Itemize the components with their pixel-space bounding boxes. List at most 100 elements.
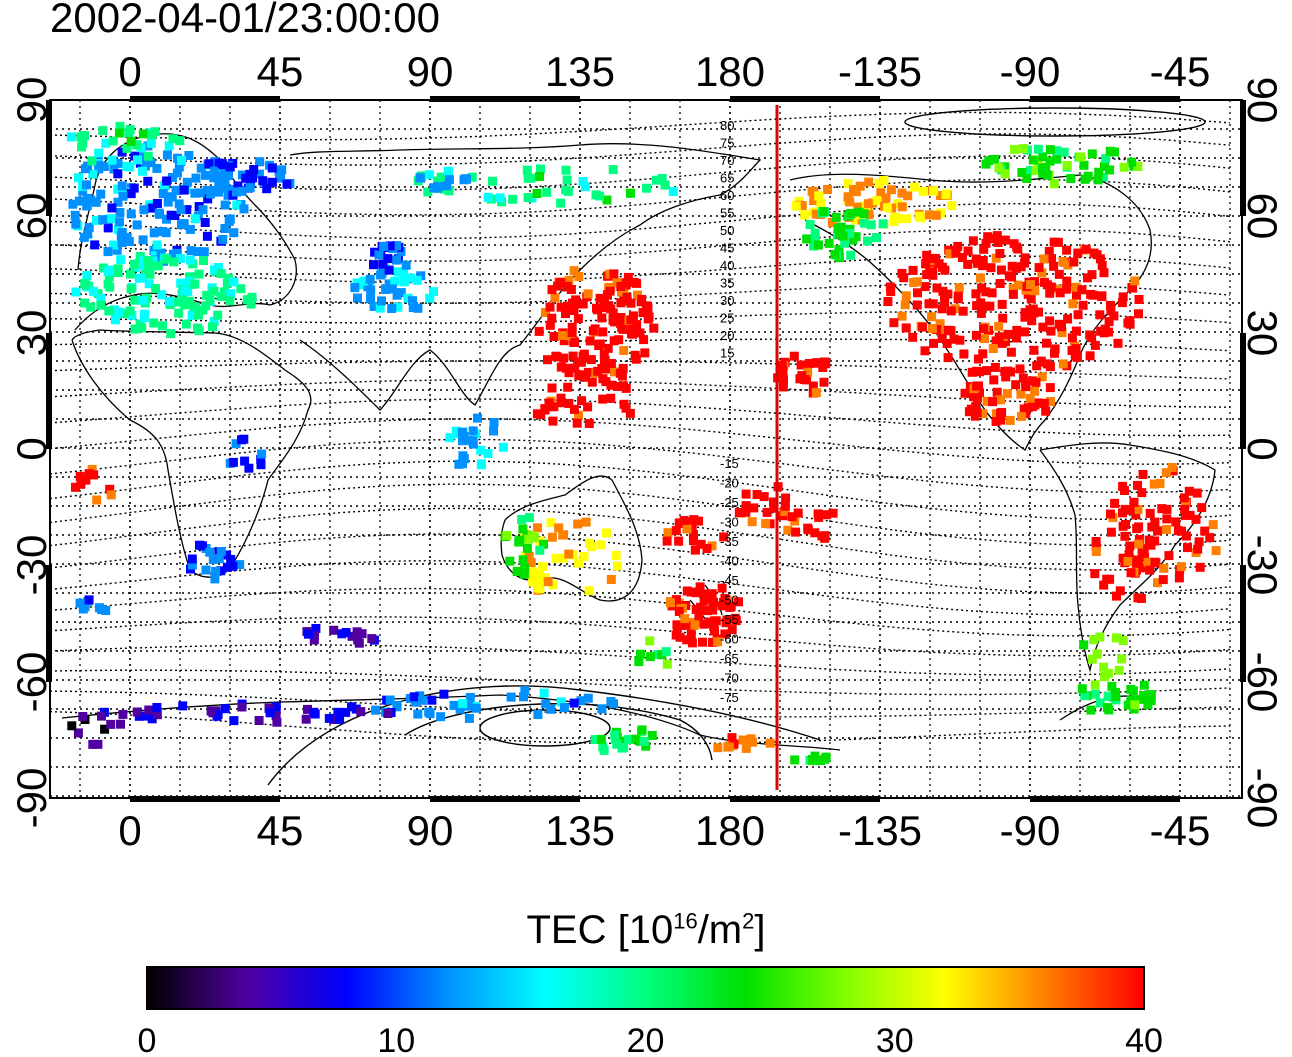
tec-pixel bbox=[1087, 149, 1097, 159]
tec-pixel bbox=[577, 396, 587, 406]
tec-pixel bbox=[228, 457, 238, 467]
tec-pixel bbox=[383, 709, 393, 718]
tec-pixel bbox=[626, 298, 636, 308]
tec-pixel bbox=[433, 176, 443, 186]
tec-pixel bbox=[356, 707, 366, 717]
contour-label: 30 bbox=[720, 293, 734, 308]
tec-pixel bbox=[1038, 169, 1048, 178]
tec-pixel bbox=[180, 286, 190, 296]
tec-pixel bbox=[392, 255, 402, 265]
tec-pixel bbox=[996, 415, 1006, 425]
tec-pixel bbox=[572, 418, 582, 428]
tec-pixel bbox=[518, 555, 528, 565]
tec-pixel bbox=[147, 714, 157, 724]
tec-pixel bbox=[558, 553, 568, 563]
tec-pixel bbox=[126, 189, 136, 199]
tec-pixel bbox=[104, 272, 114, 282]
lon-tick-label-top: 180 bbox=[695, 48, 765, 95]
tec-pixel bbox=[1078, 300, 1088, 310]
tec-pixel bbox=[67, 721, 77, 731]
contour-label: -50 bbox=[720, 593, 739, 608]
tec-pixel bbox=[734, 508, 744, 517]
tec-pixel bbox=[978, 256, 988, 265]
tec-pixel bbox=[593, 305, 602, 315]
tec-pixel bbox=[936, 326, 946, 336]
tec-pixel bbox=[1085, 351, 1095, 361]
tec-pixel bbox=[726, 601, 736, 611]
tec-pixel bbox=[558, 530, 568, 540]
lat-axis-left: 90 60 30 0 -30 -60 -90 bbox=[8, 77, 55, 829]
tec-pixel bbox=[168, 134, 178, 144]
tec-pixel bbox=[1039, 398, 1049, 408]
tec-pixel bbox=[392, 241, 402, 251]
contour-labels: 80 75 70 65 60 55 50 45 40 35 30 25 20 15 -15 -20 -25 -30… bbox=[720, 118, 739, 705]
tec-pixel bbox=[94, 160, 104, 170]
tec-pixel bbox=[427, 695, 437, 705]
tec-pixel bbox=[661, 647, 671, 657]
tec-pixel bbox=[237, 186, 247, 196]
tec-pixel bbox=[412, 275, 422, 285]
tec-pixel bbox=[226, 554, 236, 564]
tec-pixel bbox=[522, 165, 532, 175]
tec-pixel bbox=[1095, 310, 1105, 320]
tec-pixel bbox=[239, 204, 249, 214]
tec-pixel bbox=[1099, 268, 1109, 278]
tec-pixel bbox=[184, 151, 194, 160]
tec-pixel bbox=[423, 187, 433, 197]
tec-pixel bbox=[679, 516, 689, 525]
tec-pixel bbox=[613, 561, 622, 571]
tec-pixel bbox=[410, 697, 420, 707]
tec-pixel bbox=[130, 324, 140, 334]
tec-pixel bbox=[1106, 527, 1116, 537]
tec-pixel bbox=[1002, 389, 1012, 399]
tec-pixel bbox=[547, 532, 557, 542]
tec-pixel bbox=[476, 459, 486, 469]
contour-label: -75 bbox=[720, 690, 739, 705]
asia-coast bbox=[289, 143, 762, 411]
tec-pixel bbox=[119, 309, 129, 319]
tec-pixel bbox=[209, 265, 219, 275]
tec-pixel bbox=[573, 357, 583, 367]
tec-pixel bbox=[206, 706, 216, 716]
tec-pixel bbox=[603, 343, 613, 353]
tec-pixel bbox=[1157, 504, 1167, 514]
tec-pixel bbox=[1045, 316, 1055, 326]
tec-pixel bbox=[946, 306, 956, 316]
tec-pixel bbox=[1092, 649, 1102, 659]
tec-pixel bbox=[216, 269, 226, 279]
tec-pixel bbox=[1120, 531, 1130, 541]
tec-pixel bbox=[91, 215, 101, 225]
lat-tick-label-right: 60 bbox=[1239, 193, 1286, 240]
tec-pixel bbox=[1102, 574, 1112, 584]
tec-pixel bbox=[859, 218, 869, 228]
tec-pixel bbox=[1016, 389, 1026, 399]
tec-pixel bbox=[246, 299, 256, 309]
tec-pixel bbox=[406, 273, 416, 283]
tec-pixel bbox=[1038, 322, 1048, 332]
tec-pixel bbox=[1145, 565, 1155, 575]
tec-pixel bbox=[199, 247, 209, 257]
tec-pixel bbox=[803, 367, 813, 377]
tec-pixel bbox=[1104, 705, 1114, 715]
tec-pixel bbox=[543, 355, 552, 365]
tec-pixel bbox=[1037, 268, 1047, 278]
tec-pixel bbox=[682, 586, 692, 596]
bottom-tick-bar bbox=[730, 796, 880, 802]
tec-pixel bbox=[781, 493, 791, 503]
tec-pixel bbox=[153, 261, 163, 271]
tec-pixel bbox=[940, 297, 950, 307]
tec-pixel bbox=[249, 165, 259, 174]
tec-pixel bbox=[889, 318, 899, 328]
tec-pixel bbox=[610, 367, 619, 377]
tec-pixel bbox=[225, 214, 235, 224]
tec-pixel bbox=[610, 730, 620, 740]
tec-pixel bbox=[574, 272, 584, 281]
tec-pixel bbox=[540, 404, 550, 414]
tec-pixel bbox=[542, 187, 552, 197]
tec-pixel bbox=[972, 301, 982, 311]
tec-pixel bbox=[1038, 152, 1048, 162]
tec-pixel bbox=[938, 286, 948, 296]
tec-pixel bbox=[778, 382, 788, 392]
tec-pixel bbox=[1052, 146, 1062, 156]
tec-pixel bbox=[125, 306, 135, 316]
